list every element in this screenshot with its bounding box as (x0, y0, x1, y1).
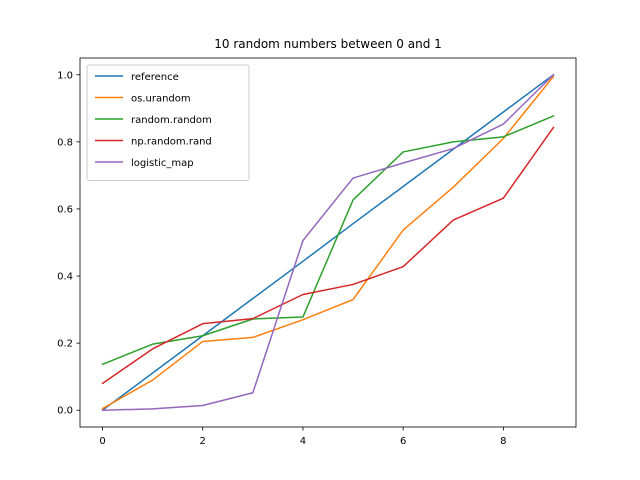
y-tick-label: 0.2 (57, 339, 73, 350)
series-line-reference (101, 73, 555, 412)
y-tick-label: 0.6 (57, 204, 73, 215)
legend-label: logistic_map (131, 158, 194, 169)
x-tick-label: 4 (300, 436, 306, 447)
y-tick-label: 0.8 (57, 137, 73, 148)
x-axis: 0 2 4 6 8 (99, 427, 507, 447)
series-line-os-urandom (101, 75, 555, 410)
x-tick-label: 8 (500, 436, 506, 447)
y-axis: 0.0 0.2 0.4 0.6 0.8 1.0 (57, 70, 80, 417)
plot-frame (79, 57, 577, 428)
x-tick-label: 2 (200, 436, 206, 447)
y-tick-label: 0.0 (57, 406, 73, 417)
x-tick-label: 6 (400, 436, 406, 447)
series-line-np-random-rand (101, 126, 555, 385)
series-layer (101, 73, 555, 412)
series-line-logistic-map (101, 73, 555, 411)
legend-label: np.random.rand (131, 137, 212, 148)
y-tick-label: 1.0 (57, 70, 73, 81)
y-tick-label: 0.4 (57, 272, 73, 283)
x-tick-label: 0 (99, 436, 105, 447)
legend-label: reference (131, 72, 179, 83)
chart-title: 10 random numbers between 0 and 1 (214, 37, 442, 51)
legend-label: os.urandom (131, 94, 191, 105)
legend-box (86, 64, 250, 181)
legend: reference os.urandom random.random np.rando… (86, 64, 250, 181)
series-line-random-random (101, 115, 555, 366)
legend-label: random.random (131, 115, 212, 126)
